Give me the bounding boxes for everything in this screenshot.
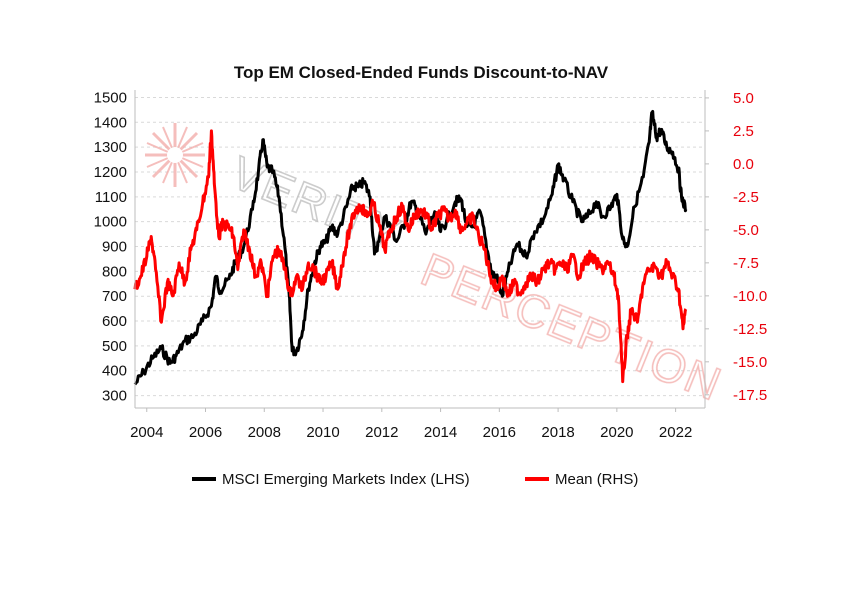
- left-tick-label: 400: [102, 363, 127, 380]
- right-tick-label: 2.5: [733, 123, 754, 140]
- x-tick-label: 2014: [424, 424, 457, 441]
- left-tick-label: 500: [102, 338, 127, 355]
- left-tick-label: 1000: [94, 214, 127, 231]
- legend-label-msci: MSCI Emerging Markets Index (LHS): [222, 471, 470, 488]
- right-tick-label: -12.5: [733, 321, 767, 338]
- left-tick-label: 800: [102, 263, 127, 280]
- series-line-mean: [133, 129, 688, 384]
- left-axis-ticks: 1500 1400 1300 1200 1100 1000 900 800 700 600 500 4…: [94, 89, 127, 404]
- left-tick-label: 1200: [94, 164, 127, 181]
- x-tick-label: 2022: [659, 424, 692, 441]
- left-tick-label: 1300: [94, 139, 127, 156]
- x-tick-label: 2012: [365, 424, 398, 441]
- left-tick-label: 900: [102, 239, 127, 256]
- left-tick-label: 1100: [95, 189, 127, 206]
- right-tick-label: -10.0: [733, 288, 767, 305]
- x-tick-label: 2010: [306, 424, 339, 441]
- right-tick-label: -2.5: [733, 189, 759, 206]
- axes: [134, 90, 706, 409]
- right-tick-label: -5.0: [733, 222, 759, 239]
- x-tick-label: 2016: [483, 424, 516, 441]
- x-axis-ticks: 2004 2006 2008 2010 2012 2014 2016 2018 2020 2022: [130, 408, 692, 441]
- legend: MSCI Emerging Markets Index (LHS) Mean (…: [192, 471, 638, 488]
- right-tick-label: 5.0: [733, 90, 754, 107]
- x-tick-label: 2006: [189, 424, 222, 441]
- x-tick-label: 2020: [600, 424, 633, 441]
- series-layer: [133, 109, 688, 386]
- left-tick-label: 700: [102, 288, 127, 305]
- right-tick-label: -15.0: [733, 354, 767, 371]
- sunburst-icon: [145, 123, 205, 187]
- x-tick-label: 2004: [130, 424, 163, 441]
- x-tick-label: 2018: [541, 424, 574, 441]
- left-tick-label: 300: [102, 388, 127, 405]
- left-tick-label: 1400: [94, 114, 127, 131]
- right-tick-label: -7.5: [733, 255, 759, 272]
- left-tick-label: 600: [102, 313, 127, 330]
- left-tick-label: 1500: [94, 89, 127, 106]
- chart-title: Top EM Closed-Ended Funds Discount-to-NA…: [234, 63, 609, 82]
- right-axis-ticks: 5.0 2.5 0.0 -2.5 -5.0 -7.5 -10.0 -12.5 -15.0 -17.…: [705, 90, 767, 404]
- right-tick-label: -17.5: [733, 387, 767, 404]
- legend-label-mean: Mean (RHS): [555, 471, 638, 488]
- right-tick-label: 0.0: [733, 156, 754, 173]
- x-tick-label: 2008: [248, 424, 281, 441]
